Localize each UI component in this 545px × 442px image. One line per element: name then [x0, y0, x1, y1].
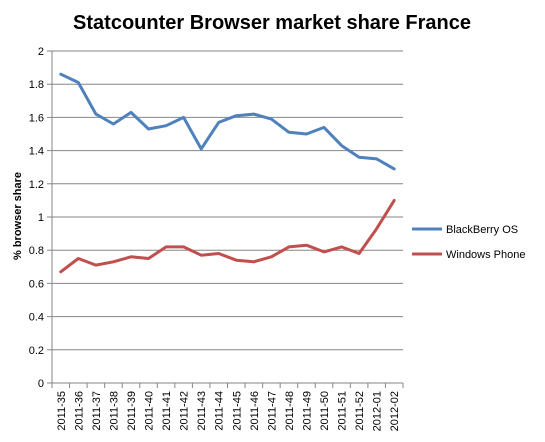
- x-tick-label: 2011-43: [196, 391, 208, 431]
- x-tick-label: 2011-49: [301, 391, 313, 431]
- x-tick-label: 2011-46: [249, 391, 261, 431]
- gridlines: [52, 50, 403, 351]
- x-tick-label: 2011-51: [337, 391, 349, 431]
- y-tick-label: 0.4: [29, 312, 44, 324]
- y-tick-label: 1.6: [29, 112, 44, 124]
- y-tick-label: 0.2: [29, 345, 44, 357]
- series-line-windows-phone: [59, 198, 396, 274]
- x-tick-label: 2011-47: [266, 391, 278, 431]
- y-axis-label: % browser share: [12, 172, 24, 260]
- x-tick-label: 2011-45: [231, 391, 243, 431]
- axes: [47, 50, 404, 388]
- y-tick-label: 1.4: [29, 146, 44, 158]
- x-tick-labels: 2011-35 2011-36 2011-37 2011-38 2011-39 2011-…: [56, 391, 401, 431]
- x-tick-label: 2011-48: [284, 391, 296, 431]
- x-tick-label: 2011-39: [126, 391, 138, 431]
- x-tick-label: 2011-44: [214, 391, 226, 431]
- x-tick-label: 2012-01: [372, 391, 384, 431]
- legend: BlackBerry OS Windows Phone: [412, 224, 526, 261]
- y-tick-label: 0: [38, 378, 44, 390]
- y-tick-label: 0.6: [29, 278, 44, 290]
- y-tick-label: 1: [38, 212, 44, 224]
- x-tick-label: 2011-52: [354, 391, 366, 431]
- x-tick-label: 2011-50: [319, 391, 331, 431]
- y-tick-labels: 0 0.2 0.4 0.6 0.8 1 1.2 1.4 1.6 1.8 2: [29, 46, 44, 390]
- y-tick-label: 0.8: [29, 245, 44, 257]
- x-tick-label: 2011-36: [73, 391, 85, 431]
- x-tick-label: 2011-42: [179, 391, 191, 431]
- x-tick-label: 2011-38: [108, 391, 120, 431]
- y-tick-label: 1.2: [29, 179, 44, 191]
- series-lines: [59, 72, 396, 274]
- x-tick-label: 2011-37: [91, 391, 103, 431]
- series-line-blackberry-os: [59, 72, 396, 171]
- x-tick-label: 2011-35: [56, 391, 68, 431]
- y-tick-label: 2: [38, 46, 44, 58]
- legend-label: BlackBerry OS: [446, 224, 518, 236]
- x-tick-label: 2012-02: [389, 391, 401, 431]
- legend-label: Windows Phone: [446, 249, 526, 261]
- chart-title: Statcounter Browser market share France: [73, 12, 471, 34]
- y-tick-label: 1.8: [29, 79, 44, 91]
- x-tick-label: 2011-40: [144, 391, 156, 431]
- x-tick-label: 2011-41: [161, 391, 173, 431]
